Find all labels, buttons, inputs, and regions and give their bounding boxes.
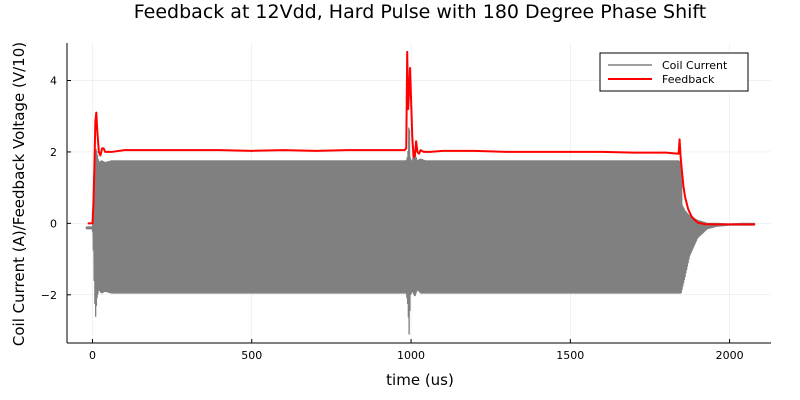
y-tick-label: 2 <box>50 146 57 159</box>
x-tick-label: 0 <box>89 349 96 362</box>
legend-label: Coil Current <box>662 59 728 72</box>
axes <box>66 43 771 344</box>
x-tick-label: 2000 <box>716 349 744 362</box>
x-axis-label: time (us) <box>386 371 454 389</box>
legend-label: Feedback <box>662 73 715 86</box>
y-tick-label: −2 <box>41 289 57 302</box>
legend-box <box>599 52 749 92</box>
y-tick-label: 0 <box>50 217 57 230</box>
series-layer <box>85 50 756 335</box>
feedback-series <box>87 50 756 226</box>
x-tick-label: 1000 <box>397 349 425 362</box>
y-axis-label: Coil Current (A)/Feedback Voltage (V/10) <box>10 42 28 346</box>
x-tick-label: 500 <box>241 349 262 362</box>
y-tick-label: 4 <box>50 75 57 88</box>
chart-title: Feedback at 12Vdd, Hard Pulse with 180 D… <box>134 1 706 23</box>
x-tick-label: 1500 <box>556 349 584 362</box>
ticks: 0 500 1000 1500 2000 −2 0 2 4 <box>41 75 744 363</box>
coil-current-series <box>85 127 756 335</box>
